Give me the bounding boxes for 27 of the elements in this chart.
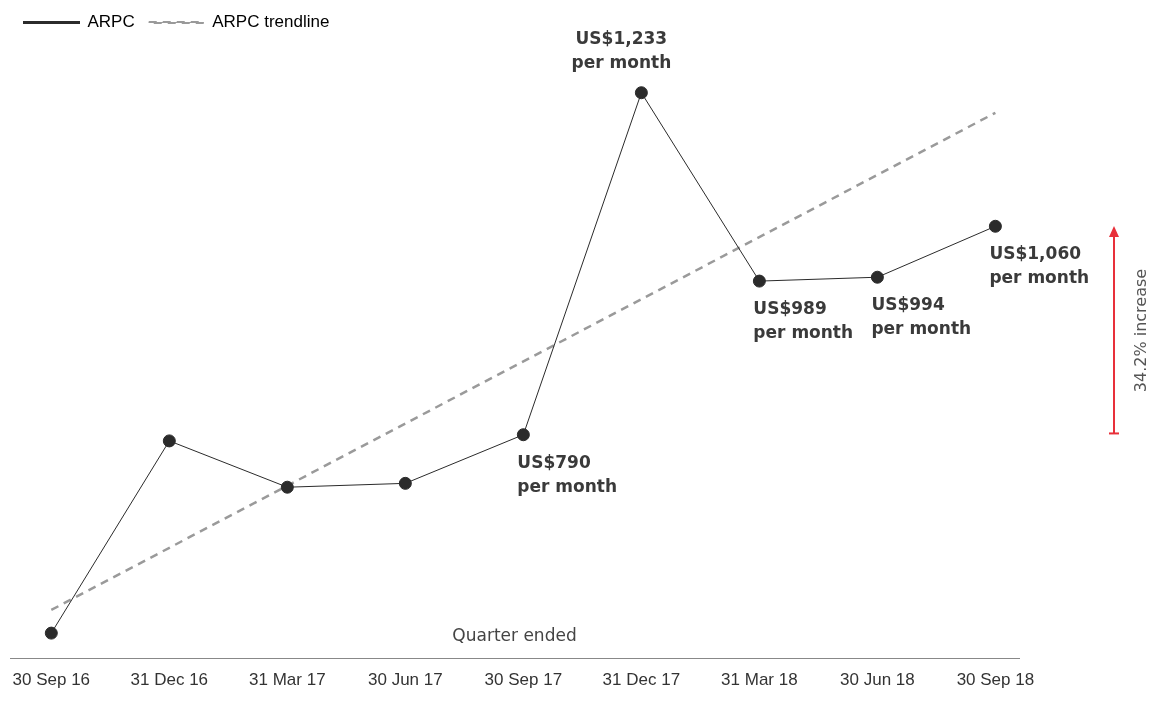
x-tick-label: 31 Dec 17 [602, 670, 681, 690]
x-tick-label: 30 Sep 16 [12, 670, 91, 690]
x-tick-label: 30 Sep 17 [484, 670, 563, 690]
x-tick-label: 30 Jun 17 [368, 670, 443, 690]
legend-label: ARPC trendline [212, 12, 330, 32]
point [162, 434, 176, 448]
x-tick-label: 30 Jun 18 [840, 670, 915, 690]
x-tick-label: 31 Dec 16 [130, 670, 209, 690]
data-label: US$989 per month [753, 298, 854, 343]
data-label: US$790 per month [517, 451, 618, 496]
data-label: US$994 per month [871, 294, 972, 339]
point [988, 219, 1002, 233]
x-tick-label: 30 Sep 18 [956, 670, 1035, 690]
point [752, 274, 766, 288]
x-tick-label: 31 Mar 18 [721, 670, 798, 690]
legend-label: ARPC [87, 12, 135, 32]
point [44, 626, 58, 640]
text: 34.2% increase [1130, 268, 1150, 393]
data-label: US$1,060 per month [989, 243, 1090, 288]
point [516, 428, 530, 442]
point [870, 270, 884, 284]
point [280, 480, 294, 494]
x-axis-title: Quarter ended [452, 624, 577, 645]
point [398, 476, 412, 490]
point [634, 86, 648, 100]
data-label: US$1,233 per month [571, 27, 672, 72]
x-tick-label: 31 Mar 17 [249, 670, 326, 690]
